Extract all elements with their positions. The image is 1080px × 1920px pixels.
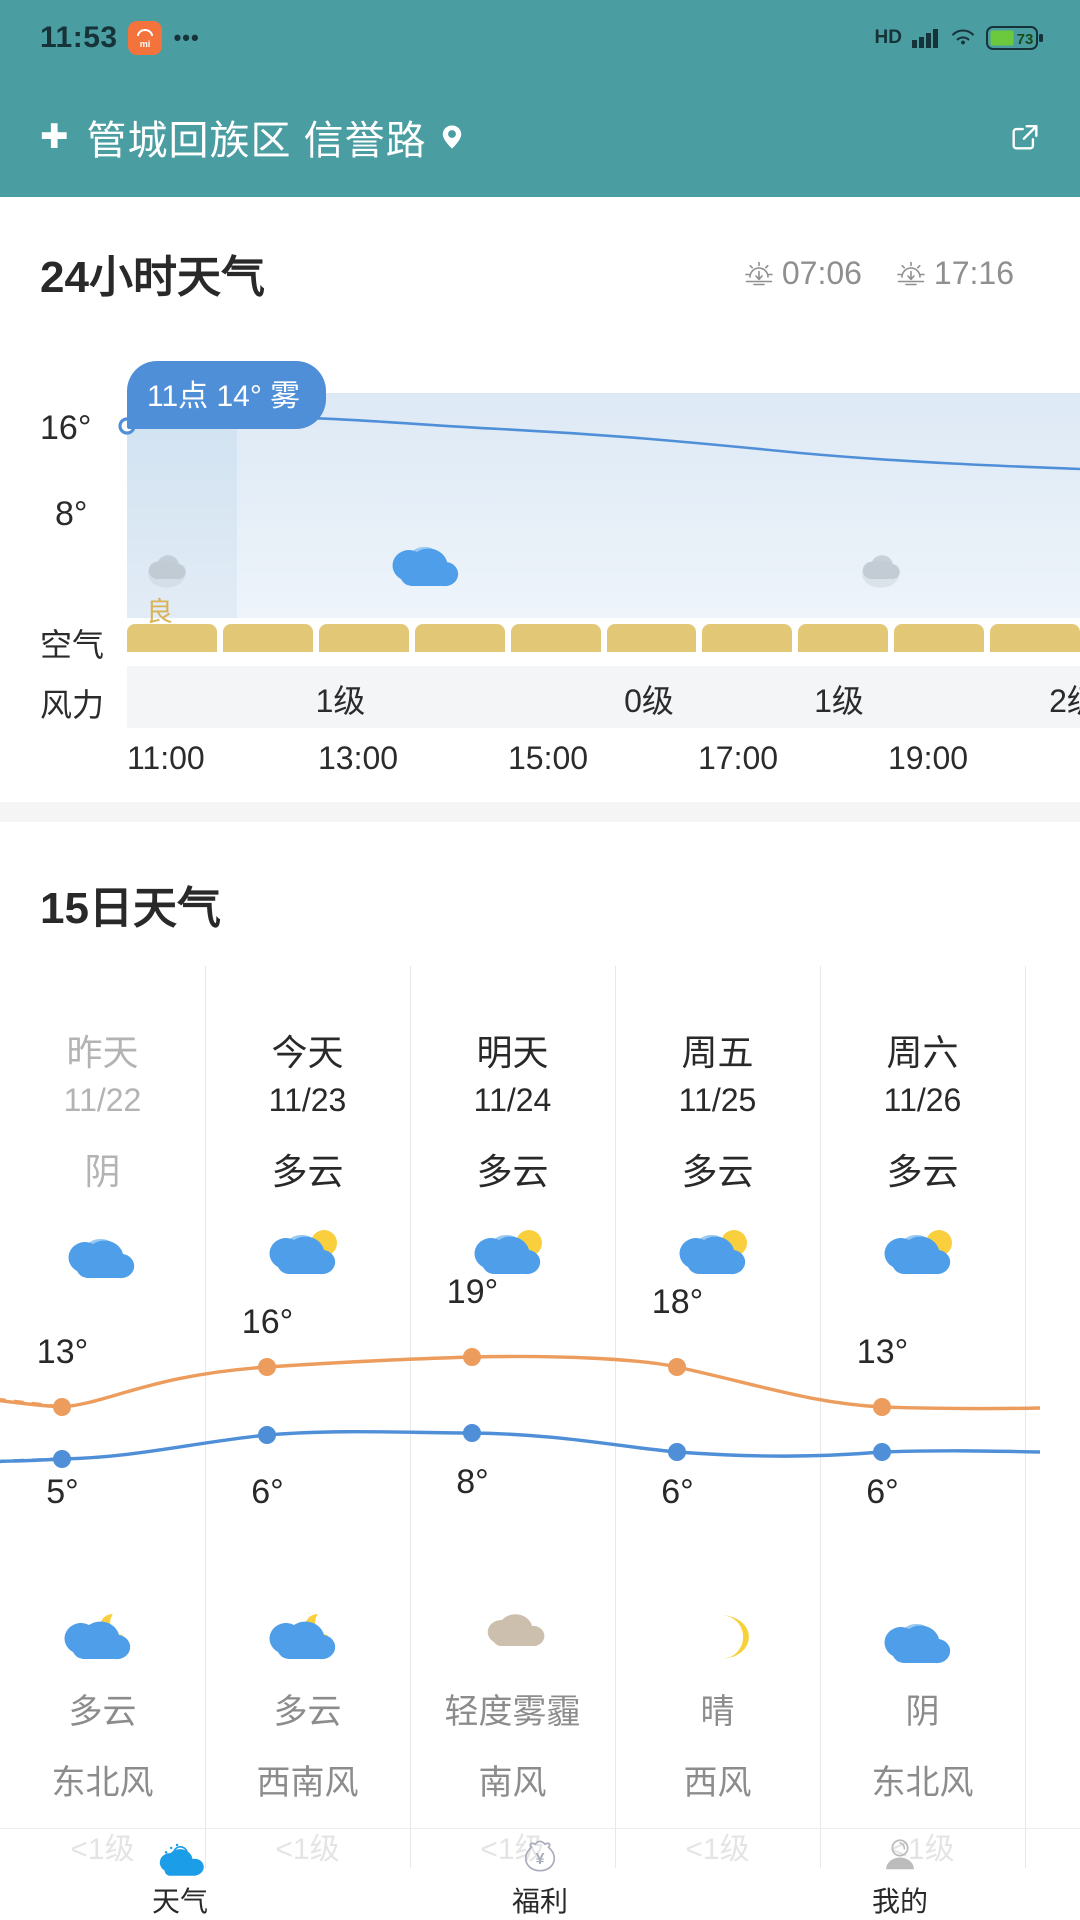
svg-text:mi: mi (139, 39, 150, 49)
svg-text:¥: ¥ (536, 1850, 545, 1868)
svg-text:73: 73 (1017, 31, 1034, 48)
